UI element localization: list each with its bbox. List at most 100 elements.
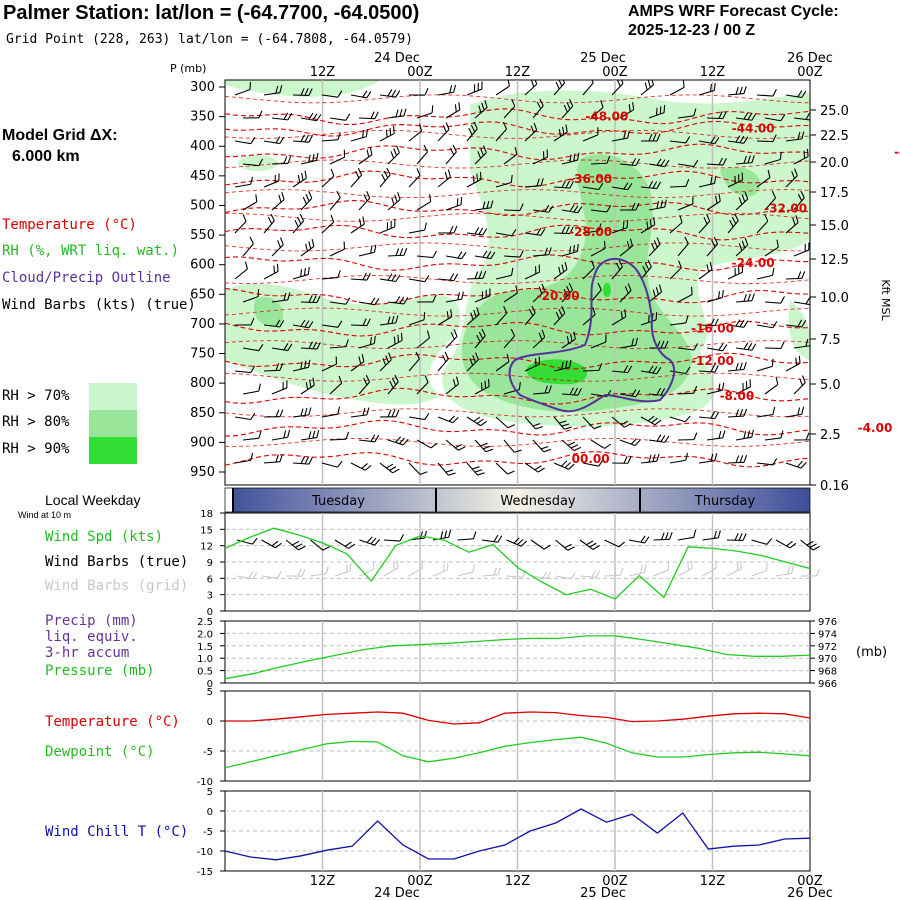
wind-barb	[764, 296, 785, 304]
bottom-date-label: 24 Dec	[374, 886, 420, 900]
wind-10m-label: Wind at 10 m	[18, 510, 72, 520]
wind-barb	[727, 362, 747, 372]
wind-barb	[437, 84, 457, 96]
wind-barb	[408, 274, 430, 283]
wind-barb	[416, 375, 429, 395]
wind-barb	[437, 169, 451, 188]
wind-barb	[706, 289, 724, 303]
pressure-axis-title: P (mb)	[170, 62, 206, 75]
wind-barb	[474, 378, 490, 395]
wind-barb	[329, 339, 349, 349]
wind-barb	[271, 112, 293, 121]
wind-barb	[698, 364, 719, 373]
pressure-tick-label: 600	[190, 258, 215, 273]
wind-barb	[793, 190, 805, 211]
wind-barb	[236, 537, 258, 545]
legend-rh: RH (%, WRT liq. wat.)	[2, 243, 180, 259]
wind-barb	[387, 145, 400, 165]
wind-barb	[611, 309, 627, 326]
wind-barb	[735, 237, 749, 257]
temperature-contour-labels: -48.00 -44.00 -40.00 -36.00 -32.00 -28.00 -24.…	[537, 110, 900, 466]
legend-wind-barbs-true: Wind Barbs (true)	[45, 554, 189, 570]
wind-barb	[706, 343, 728, 352]
height-tick-label: 17.5	[820, 186, 849, 201]
wind-barb	[263, 213, 275, 234]
wind-barb	[619, 238, 634, 257]
wind-barb	[706, 157, 727, 166]
wind-barb	[793, 297, 810, 306]
top-hour-label: 00Z	[797, 65, 823, 80]
wind-barb	[619, 102, 635, 119]
wind-barb	[285, 539, 306, 551]
forecast-cycle-value: 2025-12-23 / 00 Z	[628, 22, 756, 39]
wind-barb	[408, 560, 424, 577]
wind-barb	[321, 406, 341, 418]
pressure-tick-label: 750	[190, 347, 215, 362]
panel-tick-label: -10	[197, 777, 213, 788]
wind-barb	[727, 264, 744, 280]
panel-tick-label: -5	[203, 827, 213, 838]
wind-barb	[292, 319, 314, 329]
wind-barb	[611, 80, 624, 96]
wind-barb	[735, 112, 757, 121]
wind-barb	[263, 319, 285, 328]
wind-barb	[619, 283, 632, 303]
wind-barb	[764, 151, 782, 165]
wind-barb	[524, 80, 538, 96]
height-tick-label: 25.0	[820, 104, 849, 119]
wind-barb	[445, 251, 467, 260]
wind-barb	[735, 429, 755, 441]
panel-tick-label: 2.0	[197, 629, 213, 640]
wind-barb	[764, 239, 779, 257]
wind-barb	[379, 352, 392, 372]
weekday-label: Tuesday	[311, 494, 365, 509]
rh90-region	[526, 359, 588, 385]
dewpoint-line	[224, 736, 811, 769]
wind-barb	[640, 217, 656, 234]
wind-barb	[619, 202, 640, 211]
legend-precip-3: 3-hr accum	[45, 645, 130, 661]
wind-barb	[350, 318, 371, 327]
wind-barb	[677, 159, 699, 168]
pressure-tick-label: 350	[190, 110, 215, 125]
wind-barb	[474, 328, 486, 349]
wind-barb	[466, 416, 488, 427]
height-tick-label: 15.0	[820, 219, 849, 234]
wind-barb	[474, 288, 491, 303]
weekday-frame	[224, 487, 811, 513]
wind-barb	[300, 112, 322, 122]
wind-barb	[532, 329, 546, 349]
wind-barb	[271, 380, 288, 395]
legend-temperature-2: Temperature (°C)	[45, 714, 180, 730]
wind-barb	[503, 146, 518, 165]
temperature-contour-label: -20.00	[537, 289, 580, 303]
wind-barb	[437, 309, 453, 326]
wind-barb	[582, 223, 602, 234]
wind-barb	[628, 535, 650, 544]
wind-barb	[300, 341, 321, 350]
wind-barb	[416, 439, 438, 449]
wind-barb	[727, 213, 739, 234]
wind-barb	[408, 222, 427, 234]
windchill-panel: 5 0 -5 -10 -15	[197, 787, 811, 878]
wind-barb	[702, 530, 721, 541]
panel-tick-label: 1.5	[197, 642, 213, 653]
bottom-hour-label: 00Z	[797, 874, 823, 889]
wind-barb	[387, 332, 403, 349]
wind-barb	[561, 243, 579, 257]
wind-barb	[727, 319, 749, 328]
wind-barb	[350, 353, 365, 372]
wind-barb	[793, 112, 810, 121]
wind-barb	[234, 136, 256, 145]
temperature-contour-line	[225, 170, 810, 188]
wind-barb	[756, 214, 769, 234]
wind-barb	[261, 571, 282, 579]
wind-barb	[457, 564, 475, 577]
wind-barb	[271, 343, 293, 352]
panel-tick-label: -5	[203, 747, 213, 758]
wind-barb	[677, 529, 697, 541]
wind-barb	[495, 354, 510, 372]
wind-barb	[669, 415, 691, 423]
wind-barb	[561, 387, 582, 396]
